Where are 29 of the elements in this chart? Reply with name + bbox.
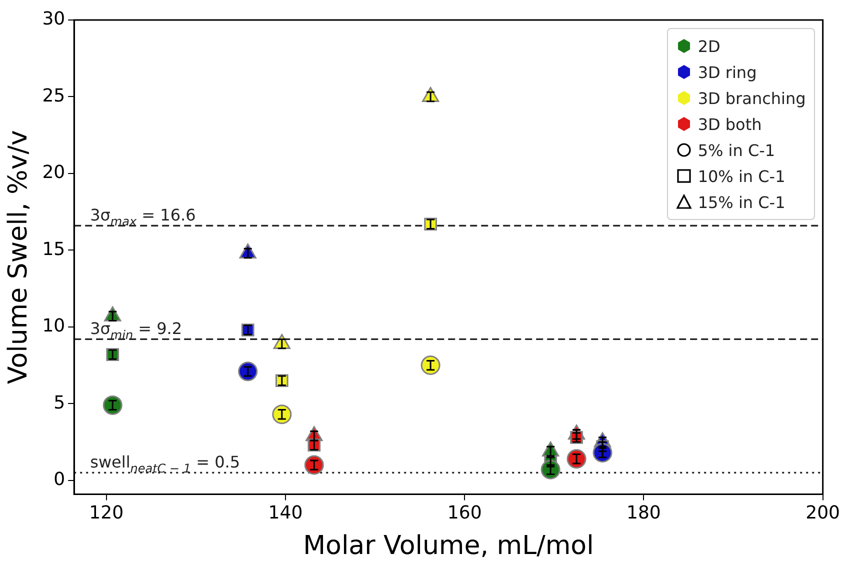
annotation: 5% in C-1 [698,140,776,160]
legend-label: 3D branching [698,88,806,108]
x-tick-label: 160 [447,502,482,524]
x-tick-label: 180 [626,502,661,524]
y-tick-label: 10 [42,316,66,337]
annotation: 15% in C-1 [698,192,786,212]
y-tick-label: 5 [54,392,66,414]
point [304,455,324,475]
point [592,443,612,463]
x-tick-label: 200 [806,502,840,524]
point [238,362,258,382]
legend-label: 3D ring [698,62,757,82]
point [272,404,292,424]
legend-label: 3D both [698,114,762,134]
x-tick-label: 120 [89,502,124,524]
point [540,460,560,480]
annotation: 10% in C-1 [698,166,786,186]
point [420,356,440,376]
y-tick-label: 25 [42,85,66,106]
y-tick-label: 30 [42,8,66,30]
y-axis-title: Volume Swell, %v/v [3,130,34,384]
point [566,449,586,469]
x-tick-label: 140 [268,502,303,524]
y-tick-label: 0 [54,469,66,490]
y-tick-label: 15 [42,238,66,260]
legend-label: 2D [698,36,720,56]
y-tick-label: 20 [42,162,66,184]
x-axis-title: Molar Volume, mL/mol [303,531,594,562]
point [102,395,122,415]
